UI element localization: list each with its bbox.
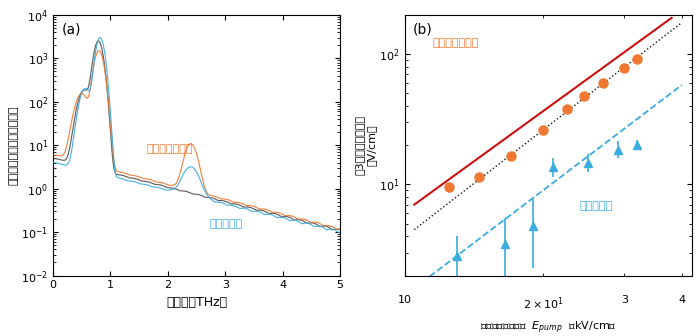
Text: グラフェン: グラフェン	[209, 219, 242, 229]
Text: (a): (a)	[62, 23, 81, 37]
Text: 4: 4	[678, 295, 685, 305]
Text: ヒ化カドミウム: ヒ化カドミウム	[146, 144, 192, 154]
Y-axis label: 透過波の振幅（任意単位）: 透過波の振幅（任意単位）	[8, 106, 18, 185]
Text: $2\times10^1$: $2\times10^1$	[523, 295, 564, 311]
Text: 入射電場の大きさ  $E_{pump}$  （kV/cm）: 入射電場の大きさ $E_{pump}$ （kV/cm）	[480, 320, 617, 336]
Text: ヒ化カドミウム: ヒ化カドミウム	[433, 38, 479, 48]
X-axis label: 周波数（THz）: 周波数（THz）	[166, 296, 227, 309]
Y-axis label: 第3高調波の大きさ
（V/cm）: 第3高調波の大きさ （V/cm）	[355, 115, 377, 175]
Text: グラフェン: グラフェン	[580, 201, 612, 211]
Text: 10: 10	[398, 295, 412, 305]
Text: 3: 3	[621, 295, 628, 305]
Text: (b): (b)	[413, 23, 433, 37]
